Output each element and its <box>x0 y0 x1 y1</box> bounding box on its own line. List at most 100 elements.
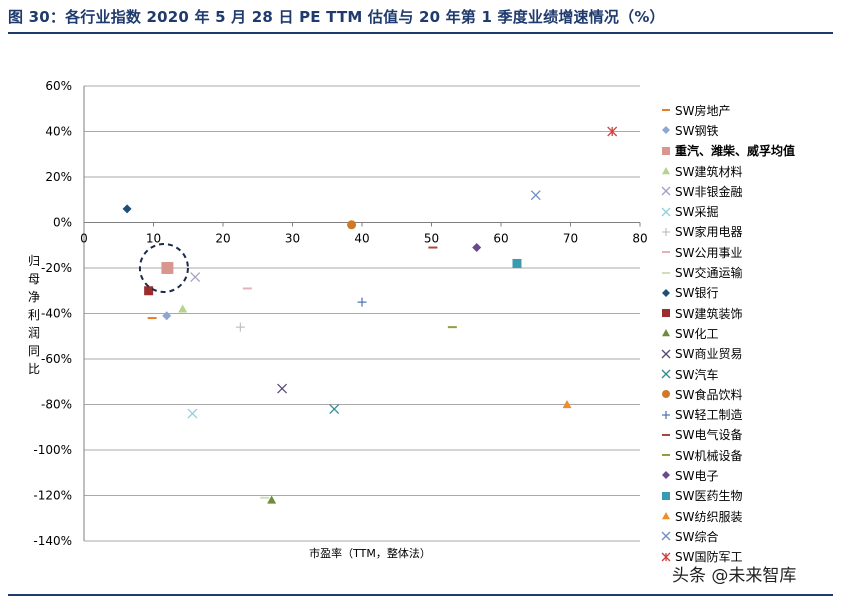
legend-label: SW轻工制造 <box>675 408 743 423</box>
data-point <box>235 322 245 332</box>
legend-label: SW化工 <box>675 326 719 341</box>
legend-item: SW综合 <box>660 526 840 546</box>
chart-title: 图 30：各行业指数 2020 年 5 月 28 日 PE TTM 估值与 20… <box>8 8 665 26</box>
legend-label: SW公用事业 <box>675 245 743 260</box>
legend-label: SW房地产 <box>675 103 731 118</box>
legend-item: SW银行 <box>660 283 840 303</box>
legend-marker-shape <box>662 126 670 135</box>
data-point <box>472 243 482 253</box>
data-point <box>357 297 367 307</box>
legend-marker <box>662 390 670 399</box>
y-tick-label: -80% <box>41 398 72 412</box>
data-point <box>347 220 357 230</box>
y-tick-label: -60% <box>41 352 72 366</box>
legend-marker <box>661 531 671 541</box>
legend-item: SW家用电器 <box>660 222 840 242</box>
legend-marker-shape <box>662 309 670 318</box>
legend-marker-shape <box>661 369 671 379</box>
y-tick-label: 60% <box>45 79 72 93</box>
legend-marker <box>662 227 670 236</box>
legend-label: SW商业贸易 <box>675 347 743 362</box>
legend-marker-shape <box>662 146 670 155</box>
y-axis-label: 归母净利润同比 <box>27 254 40 376</box>
legend-marker <box>662 309 670 318</box>
legend-label: 重汽、潍柴、威孚均值 <box>675 144 796 159</box>
y-tick-label: -120% <box>33 489 72 503</box>
x-tick-label: 60 <box>493 232 508 246</box>
x-tick-label: 80 <box>632 232 647 246</box>
data-point <box>530 190 541 201</box>
legend-label: SW银行 <box>675 286 719 301</box>
legend-label: SW纺织服装 <box>675 509 743 524</box>
legend-label: SW交通运输 <box>675 266 743 281</box>
legend-item: SW房地产 <box>660 100 840 120</box>
legend-label: SW电气设备 <box>675 428 743 443</box>
data-point <box>178 304 188 313</box>
data-point <box>144 286 154 296</box>
legend-item: SW钢铁 <box>660 120 840 140</box>
y-tick-label: -140% <box>33 534 72 548</box>
legend-marker-shape <box>662 390 670 399</box>
legend-marker-shape <box>661 186 671 196</box>
y-tick-label: -20% <box>41 261 72 275</box>
legend-marker-shape <box>662 491 670 500</box>
legend-label: SW非银金融 <box>675 184 743 199</box>
legend-item: SW国防军工 <box>660 547 840 567</box>
legend-marker-shape <box>662 227 670 236</box>
legend-item: SW轻工制造 <box>660 404 840 424</box>
legend-item: SW食品饮料 <box>660 384 840 404</box>
legend-marker <box>662 109 670 112</box>
legend-label: SW建筑材料 <box>675 164 743 179</box>
legend-marker-shape <box>661 531 671 541</box>
legend-label: SW钢铁 <box>675 123 719 138</box>
legend-marker-shape <box>662 471 670 480</box>
legend-marker <box>662 271 670 274</box>
x-tick-label: 10 <box>146 232 161 246</box>
legend-marker-shape <box>662 167 670 175</box>
legend-label: SW国防军工 <box>675 550 743 565</box>
data-point <box>161 262 174 274</box>
legend-marker-shape <box>661 552 671 562</box>
legend-marker <box>661 207 671 217</box>
data-point <box>267 495 277 504</box>
legend-label: SW建筑装饰 <box>675 306 743 321</box>
data-point <box>562 400 572 409</box>
x-tick-label: 40 <box>354 232 369 246</box>
legend-marker <box>662 433 670 436</box>
legend-label: SW电子 <box>675 468 719 483</box>
legend-marker-shape <box>662 410 670 419</box>
legend-item: SW非银金融 <box>660 181 840 201</box>
y-tick-label: -100% <box>33 443 72 457</box>
legend-marker <box>661 552 671 562</box>
x-tick-label: 30 <box>285 232 300 246</box>
data-point <box>162 311 172 321</box>
legend-item: SW商业贸易 <box>660 344 840 364</box>
legend-marker <box>662 454 670 457</box>
legend-label: SW家用电器 <box>675 225 743 240</box>
legend-marker-shape <box>662 288 670 297</box>
legend-marker <box>661 369 671 379</box>
title-rule <box>8 32 833 34</box>
legend-marker-shape <box>662 329 670 337</box>
legend-item: SW建筑材料 <box>660 161 840 181</box>
legend-item: SW医药生物 <box>660 486 840 506</box>
legend-marker-shape <box>662 512 670 520</box>
legend-item: SW公用事业 <box>660 242 840 262</box>
y-tick-label: -40% <box>41 307 72 321</box>
legend-item: SW机械设备 <box>660 445 840 465</box>
legend-marker <box>662 512 670 520</box>
legend-marker <box>662 491 670 500</box>
x-axis-label: 市盈率（TTM，整体法） <box>309 547 431 560</box>
legend-marker <box>662 251 670 254</box>
legend-label: SW汽车 <box>675 367 719 382</box>
watermark: 头条 @未来智库 <box>672 566 797 586</box>
legend-marker <box>662 146 670 155</box>
legend-label: SW医药生物 <box>675 489 743 504</box>
legend-marker <box>662 126 670 135</box>
legend-item: SW交通运输 <box>660 262 840 282</box>
legend-item: SW化工 <box>660 323 840 343</box>
data-point <box>277 383 288 394</box>
legend-marker <box>662 167 670 175</box>
legend-marker <box>661 186 671 196</box>
